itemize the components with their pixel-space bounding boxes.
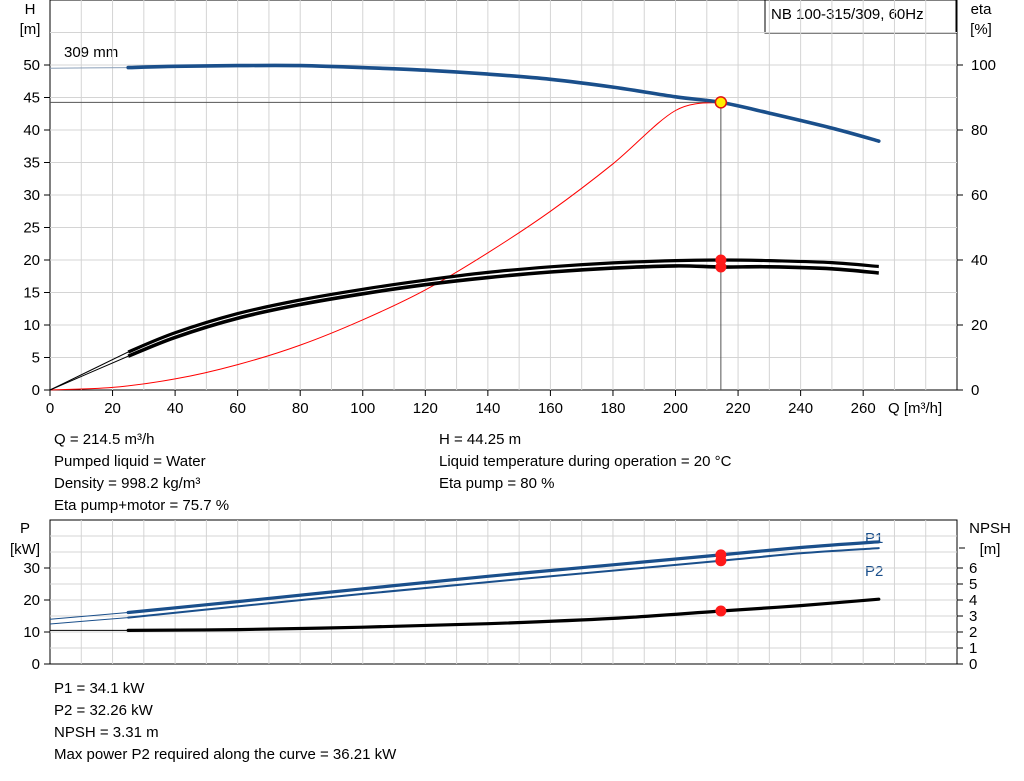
npsh-tick-label: 1: [969, 640, 977, 657]
npsh-operating-point: [715, 605, 727, 617]
x-tick-label: 0: [46, 400, 54, 417]
x-tick-label: 20: [104, 400, 121, 417]
npsh-tick-label: 5: [969, 576, 977, 593]
h-tick-label: 20: [23, 252, 40, 269]
h-tick-label: 35: [23, 155, 40, 172]
info-npsh: NPSH = 3.31 m: [54, 724, 159, 741]
power-operating-point: [715, 555, 727, 567]
duty-info-left: Q = 214.5 m³/h Pumped liquid = Water Den…: [54, 429, 229, 517]
x-tick-label: 200: [663, 400, 688, 417]
eta-pump-motor-curve-lead: [49, 355, 129, 391]
power-info: P1 = 34.1 kW P2 = 32.26 kW NPSH = 3.31 m…: [54, 678, 396, 766]
curve-label-309mm: 309 mm: [64, 44, 118, 61]
chart-title: NB 100-315/309, 60Hz: [771, 6, 924, 23]
x-axis-label: Q [m³/h]: [888, 400, 942, 417]
h-tick-label: 25: [23, 220, 40, 237]
x-tick-label: 160: [538, 400, 563, 417]
x-tick-label: 120: [413, 400, 438, 417]
x-tick-label: 260: [851, 400, 876, 417]
p1-curve: [126, 540, 881, 615]
h-axis-label-line1: H: [25, 1, 36, 18]
npsh-tick-label: 6: [969, 560, 977, 577]
info-eta-pump: Eta pump = 80 %: [439, 475, 555, 492]
h-tick-label: 5: [32, 350, 40, 367]
p2-curve-label: P2: [865, 563, 883, 580]
head-curve-lead: [49, 67, 129, 69]
p-axis-label-line1: P: [20, 520, 30, 537]
p1-curve-label: P1: [865, 530, 883, 547]
p-tick-label: 0: [32, 656, 40, 673]
eta-tick-label: 20: [971, 317, 988, 334]
h-tick-label: 15: [23, 285, 40, 302]
p-tick-label: 10: [23, 624, 40, 641]
h-tick-label: 50: [23, 57, 40, 74]
info-density: Density = 998.2 kg/m³: [54, 475, 201, 492]
npsh-curve: [126, 597, 881, 632]
system-curve: [49, 101, 721, 391]
info-flow: Q = 214.5 m³/h: [54, 431, 155, 448]
npsh-tick-label: 0: [969, 656, 977, 673]
eta-tick-label: 80: [971, 122, 988, 139]
duty-point-marker: [714, 96, 728, 109]
eta-axis-label-line1: eta: [971, 1, 993, 18]
h-tick-label: 10: [23, 317, 40, 334]
p2-curve: [127, 547, 880, 619]
eta-tick-label: 0: [971, 382, 979, 399]
title-box: [764, 0, 957, 34]
x-tick-label: 40: [167, 400, 184, 417]
info-max-p2: Max power P2 required along the curve = …: [54, 746, 397, 763]
h-tick-label: 30: [23, 187, 40, 204]
eta-axis-label-line2: [%]: [970, 21, 992, 38]
eta-tick-label: 100: [971, 57, 996, 74]
eta-pump-curve: [127, 258, 879, 354]
info-temperature: Liquid temperature during operation = 20…: [439, 453, 732, 470]
h-tick-label: 40: [23, 122, 40, 139]
eta-tick-label: 60: [971, 187, 988, 204]
x-tick-label: 60: [229, 400, 246, 417]
npsh-tick-label: 3: [969, 608, 977, 625]
head-curve: [126, 63, 881, 143]
x-tick-label: 180: [600, 400, 625, 417]
info-p1: P1 = 34.1 kW: [54, 680, 145, 697]
npsh-axis-label-line2: [m]: [980, 541, 1001, 558]
h-axis-label-line2: [m]: [20, 21, 41, 38]
info-eta-pump-motor: Eta pump+motor = 75.7 %: [54, 497, 230, 514]
bottom-plot-frame: [49, 519, 958, 665]
npsh-tick-label: 4: [969, 592, 977, 609]
p-axis-label-line2: [kW]: [10, 541, 40, 558]
p1-curve-lead: [49, 612, 129, 620]
p2-curve-lead: [49, 617, 129, 625]
info-liquid: Pumped liquid = Water: [54, 453, 206, 470]
info-head: H = 44.25 m: [439, 431, 522, 448]
x-tick-label: 80: [292, 400, 309, 417]
x-tick-label: 140: [475, 400, 500, 417]
info-p2: P2 = 32.26 kW: [54, 702, 153, 719]
npsh-axis-label-line1: NPSH: [969, 520, 1011, 537]
eta-tick-label: 40: [971, 252, 988, 269]
p-tick-label: 30: [23, 560, 40, 577]
duty-info-right: H = 44.25 m Liquid temperature during op…: [439, 429, 731, 495]
x-tick-label: 240: [788, 400, 813, 417]
x-tick-label: 100: [350, 400, 375, 417]
eta-pump-motor-curve: [127, 264, 879, 358]
h-tick-label: 0: [32, 382, 40, 399]
npsh-tick-label: 2: [969, 624, 977, 641]
h-tick-label: 45: [23, 90, 40, 107]
eta-operating-point: [715, 261, 727, 273]
p-tick-label: 20: [23, 592, 40, 609]
x-tick-label: 220: [726, 400, 751, 417]
